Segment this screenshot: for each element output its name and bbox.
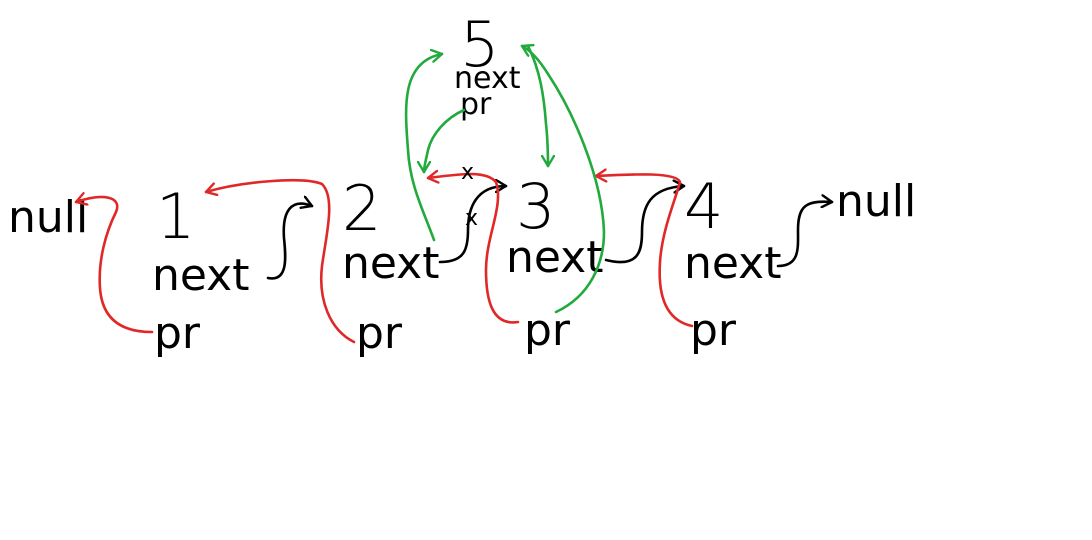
new-arrow-3-prev-to-5	[520, 46, 606, 314]
list-node-1: 1 next pr	[152, 180, 249, 359]
node-1-prev-label: pr	[154, 308, 201, 359]
node-5-value: 5	[460, 8, 499, 81]
node-5-prev-label: pr	[460, 87, 492, 122]
prev-arrow-2-to-1	[204, 179, 356, 344]
node-1-value: 1	[156, 180, 195, 253]
prev-arrow-4-to-3	[594, 174, 694, 328]
node-3-prev-label: pr	[524, 305, 571, 356]
node-4-prev-label: pr	[690, 305, 737, 356]
node-4-value: 4	[684, 170, 723, 243]
new-arrow-5-prev-to-2	[424, 108, 466, 174]
node-2-value: 2	[342, 172, 381, 245]
next-links	[266, 186, 834, 280]
null-left-label: null	[8, 192, 88, 243]
prev-arrow-1-to-null	[74, 197, 154, 334]
next-arrow-2-to-3	[438, 186, 508, 264]
next-arrow-1-to-2	[266, 204, 314, 280]
node-3-value: 3	[516, 170, 555, 243]
list-node-3: 3 next pr	[506, 170, 603, 356]
node-1-next-label: next	[152, 250, 249, 301]
node-4-next-label: next	[684, 238, 781, 289]
node-3-next-label: next	[506, 232, 603, 283]
removed-link-mark-next: x	[465, 206, 478, 231]
next-arrow-3-to-4	[604, 186, 686, 264]
prev-arrow-3-to-2-old	[426, 174, 520, 324]
inserted-node-5: 5 next pr	[454, 8, 521, 122]
removed-link-mark-prev: x	[461, 160, 474, 185]
list-node-2: 2 next pr	[342, 172, 439, 359]
new-links	[404, 44, 606, 314]
new-arrow-5-next-to-3	[526, 44, 548, 168]
next-arrow-4-to-null	[776, 202, 834, 268]
node-2-next-label: next	[342, 238, 439, 289]
null-right-label: null	[836, 176, 916, 227]
prev-links	[74, 174, 694, 344]
list-node-4: 4 next pr	[684, 170, 781, 356]
node-5-next-label: next	[454, 61, 521, 96]
node-2-prev-label: pr	[356, 308, 403, 359]
new-arrow-2-next-to-5	[404, 54, 444, 242]
